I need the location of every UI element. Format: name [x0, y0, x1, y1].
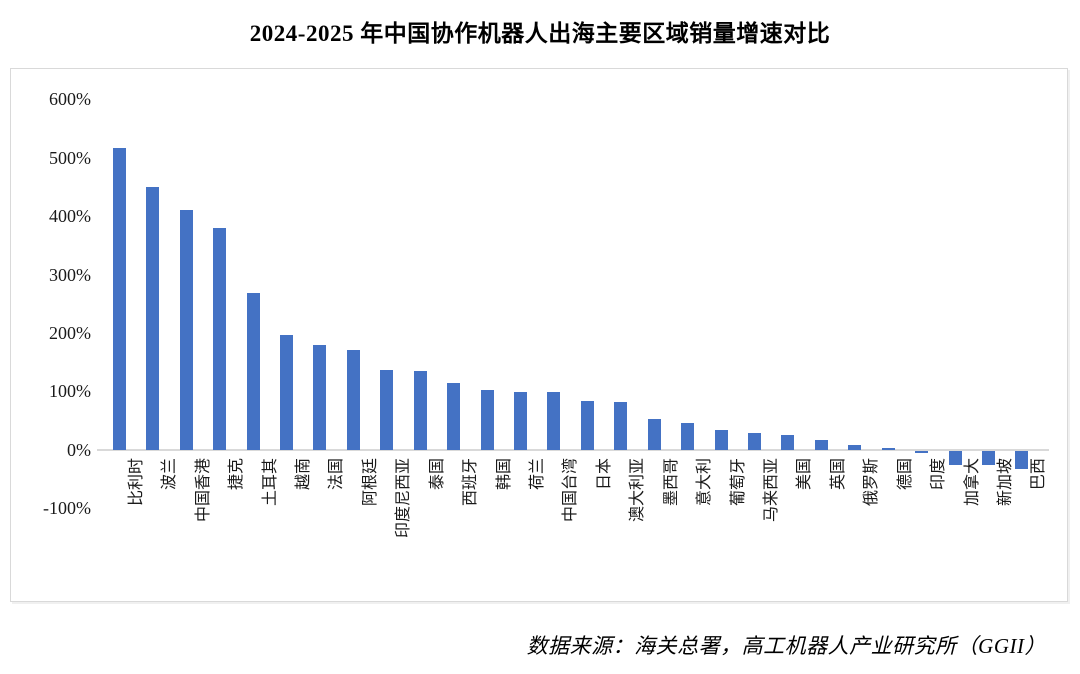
- x-axis-label: 阿根廷: [361, 458, 379, 507]
- bar: [848, 445, 862, 450]
- y-axis-tick: 500%: [49, 147, 91, 168]
- bar: [580, 401, 594, 450]
- x-axis-label: 波兰: [161, 458, 179, 491]
- x-axis-label: 意大利: [696, 458, 714, 507]
- bar: [814, 439, 828, 450]
- x-axis-label: 荷兰: [528, 458, 546, 491]
- x-axis-label: 澳大利亚: [629, 458, 647, 523]
- x-axis-label: 俄罗斯: [863, 458, 881, 507]
- y-axis-tick: 600%: [49, 89, 91, 110]
- x-axis-label: 韩国: [495, 458, 513, 491]
- bar: [346, 350, 360, 450]
- x-axis-label: 中国台湾: [562, 458, 580, 523]
- chart-plot-area: 600% 500% 400% 300% 200% 100% 0% -100% 比利时 波兰 中国香…: [10, 68, 1068, 602]
- x-axis-label: 葡萄牙: [729, 458, 747, 507]
- x-axis-label: 印度: [930, 458, 948, 491]
- bar: [413, 370, 427, 450]
- x-axis-label: 比利时: [127, 458, 145, 507]
- x-axis-label: 马来西亚: [762, 458, 780, 523]
- bar: [313, 345, 327, 450]
- bar: [513, 391, 527, 450]
- x-axis-label: 泰国: [428, 458, 446, 491]
- x-axis-label: 加拿大: [963, 458, 981, 507]
- y-axis-tick: 0%: [67, 439, 91, 460]
- x-axis-label: 印度尼西亚: [395, 458, 413, 539]
- y-axis-tick: 400%: [49, 206, 91, 227]
- y-axis-tick: 100%: [49, 381, 91, 402]
- x-axis-label: 土耳其: [261, 458, 279, 507]
- bar: [447, 382, 461, 450]
- chart-title: 2024-2025 年中国协作机器人出海主要区域销量增速对比: [249, 21, 831, 46]
- x-axis-label: 美国: [796, 458, 814, 491]
- x-axis-label: 德国: [896, 458, 914, 491]
- y-axis-tick: 200%: [49, 322, 91, 343]
- bar: [112, 147, 126, 450]
- x-axis-label: 西班牙: [462, 458, 480, 507]
- bar: [279, 335, 293, 450]
- bar: [614, 401, 628, 450]
- bar: [915, 450, 929, 454]
- bar: [948, 450, 962, 465]
- bar: [380, 369, 394, 450]
- bar: [246, 293, 260, 450]
- bar: [881, 447, 895, 450]
- bar: [981, 450, 995, 465]
- bar: [747, 433, 761, 450]
- x-axis-line: [97, 449, 1049, 452]
- bar: [179, 210, 193, 450]
- bar: [681, 422, 695, 450]
- x-axis-label: 巴西: [1030, 458, 1048, 491]
- x-axis-label: 法国: [328, 458, 346, 491]
- x-axis-label: 日本: [595, 458, 613, 491]
- bar: [480, 390, 494, 450]
- bar: [781, 435, 795, 450]
- bar: [1015, 450, 1029, 470]
- bar: [714, 429, 728, 450]
- bar: [647, 419, 661, 450]
- y-axis-tick: 300%: [49, 264, 91, 285]
- x-axis-label: 墨西哥: [662, 458, 680, 507]
- x-axis-label: 捷克: [228, 458, 246, 491]
- x-axis-label: 中国香港: [194, 458, 212, 523]
- bar: [213, 227, 227, 450]
- bar: [547, 392, 561, 450]
- bar: [146, 186, 160, 450]
- x-axis-label: 越南: [294, 458, 312, 491]
- source-note: 数据来源：海关总署，高工机器人产业研究所（GGII）: [526, 634, 1046, 658]
- x-axis-label: 英国: [829, 458, 847, 491]
- x-axis-label: 新加坡: [996, 458, 1014, 507]
- y-axis-tick: -100%: [43, 498, 91, 519]
